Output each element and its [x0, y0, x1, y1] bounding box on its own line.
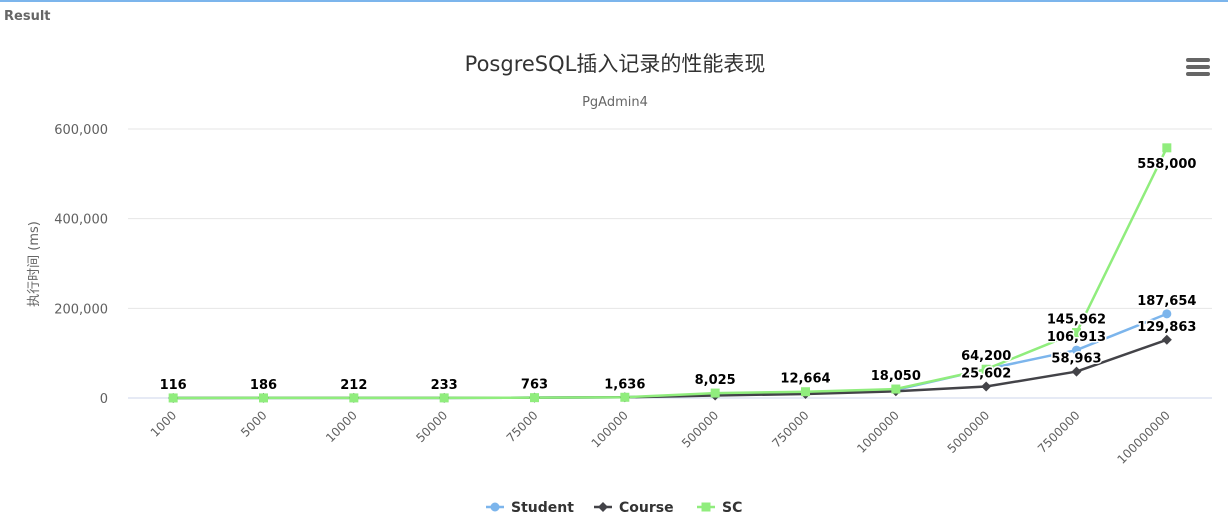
y-tick-label: 600,000	[54, 123, 108, 138]
legend-item-course[interactable]: Course	[594, 500, 674, 516]
data-point-sc[interactable]	[1072, 328, 1081, 338]
data-point-student[interactable]	[1162, 309, 1172, 319]
chart-subtitle: PgAdmin4	[582, 95, 648, 110]
data-label: 58,963	[1051, 352, 1101, 367]
data-point-sc[interactable]	[891, 384, 901, 394]
legend-symbol[interactable]	[598, 502, 608, 512]
data-label: 187,654	[1137, 294, 1196, 309]
data-label: 1,636	[604, 377, 645, 392]
data-point-sc[interactable]	[801, 387, 810, 397]
x-tick-label: 5000000	[945, 408, 993, 456]
x-tick-label: 500000	[679, 408, 721, 450]
legend-label: Course	[619, 500, 674, 516]
x-tick-label: 10000	[323, 408, 360, 445]
data-point-sc[interactable]	[530, 393, 539, 403]
y-tick-label: 400,000	[54, 213, 108, 228]
data-label: 64,200	[961, 349, 1011, 364]
data-label: 212	[340, 378, 367, 393]
data-point-sc[interactable]	[981, 364, 991, 374]
x-tick-label: 7500000	[1035, 408, 1083, 456]
data-label: 233	[431, 378, 458, 393]
data-point-sc[interactable]	[168, 393, 178, 403]
data-label: 25,602	[961, 367, 1011, 382]
legend-item-student[interactable]: Student	[486, 500, 574, 516]
data-point-sc[interactable]	[620, 392, 630, 402]
legend-symbol[interactable]	[701, 502, 711, 512]
legend-symbol[interactable]	[490, 502, 500, 512]
data-label: 106,913	[1047, 330, 1106, 345]
x-tick-label: 1000000	[854, 408, 902, 456]
y-tick-label: 200,000	[54, 302, 108, 317]
data-label: 12,664	[780, 372, 830, 387]
data-point-sc[interactable]	[1162, 143, 1172, 153]
chart-title: PosgreSQL插入记录的性能表现	[465, 52, 766, 76]
series-line-course[interactable]	[173, 338, 1168, 400]
data-label: 18,050	[871, 369, 921, 384]
legend-item-sc[interactable]: SC	[697, 500, 742, 516]
data-label: 129,863	[1137, 320, 1196, 335]
data-label: 116	[160, 378, 187, 393]
data-point-course[interactable]	[1071, 366, 1082, 377]
data-point-course[interactable]	[1161, 334, 1172, 345]
x-tick-label: 100000000	[1114, 408, 1172, 466]
x-tick-label: 5000	[238, 408, 269, 439]
y-axis-title: 执行时间 (ms)	[27, 221, 42, 307]
data-label: 8,025	[695, 373, 736, 388]
data-point-student[interactable]	[1072, 345, 1081, 355]
x-tick-label: 50000	[413, 408, 450, 445]
y-tick-label: 0	[100, 392, 108, 407]
data-point-sc[interactable]	[259, 393, 268, 403]
legend-label: Student	[511, 500, 574, 516]
data-label: 186	[250, 378, 277, 393]
x-tick-label: 100000	[589, 408, 631, 450]
data-point-course[interactable]	[981, 381, 992, 392]
legend-label: SC	[722, 500, 742, 516]
data-point-sc[interactable]	[439, 393, 449, 403]
x-tick-label: 75000	[504, 408, 541, 445]
series-line-sc[interactable]	[173, 147, 1168, 400]
data-point-sc[interactable]	[349, 393, 359, 403]
data-label: 145,962	[1047, 313, 1106, 328]
hamburger-menu-icon[interactable]	[1186, 58, 1210, 80]
result-panel-label: Result	[4, 9, 51, 24]
data-label: 763	[521, 378, 548, 393]
top-border	[0, 0, 1228, 2]
x-tick-label: 1000	[148, 408, 179, 439]
x-tick-label: 750000	[769, 408, 811, 450]
data-label: 558,000	[1137, 157, 1196, 172]
data-point-sc[interactable]	[710, 388, 720, 398]
